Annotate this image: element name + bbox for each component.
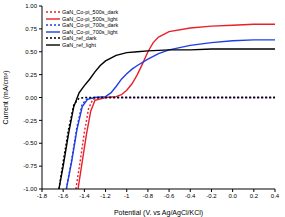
svg-text:0.00: 0.00 [25, 95, 37, 101]
svg-text:-0.75: -0.75 [23, 163, 37, 169]
svg-text:-1.4: -1.4 [79, 193, 90, 199]
svg-text:-0.25: -0.25 [23, 118, 37, 124]
svg-text:-1: -1 [124, 193, 130, 199]
svg-text:-1.8: -1.8 [37, 193, 48, 199]
html-text:GaN_Co-pi_500s_light: GaN_Co-pi_500s_light [62, 15, 118, 22]
html-text:GaN_ref_dark: GaN_ref_dark [62, 35, 97, 41]
svg-text:Potential (V. vs Ag/AgCl/KCl): Potential (V. vs Ag/AgCl/KCl) [114, 209, 203, 217]
svg-text:-1.00: -1.00 [23, 186, 37, 192]
svg-text:0.0: 0.0 [228, 193, 237, 199]
html-text:GaN_Co-pi_700s_light: GaN_Co-pi_700s_light [62, 28, 118, 35]
svg-text:0.4: 0.4 [271, 193, 277, 199]
svg-text:0.50: 0.50 [25, 49, 37, 55]
svg-text:Current (mA/cm²): Current (mA/cm²) [8, 70, 10, 124]
svg-text:-0.8: -0.8 [143, 193, 154, 199]
svg-text:0.2: 0.2 [250, 193, 259, 199]
html-text:GaN_ref_light: GaN_ref_light [62, 41, 96, 48]
html-text:GaN_Co-pi_700s_dark: GaN_Co-pi_700s_dark [62, 22, 119, 28]
svg-text:-0.6: -0.6 [164, 193, 175, 199]
svg-text:-0.2: -0.2 [206, 193, 217, 199]
svg-text:-0.4: -0.4 [185, 193, 196, 199]
svg-text:0.75: 0.75 [25, 26, 37, 32]
svg-text:-1.6: -1.6 [58, 193, 69, 199]
html-text:GaN_Co-pi_500s_dark: GaN_Co-pi_500s_dark [62, 9, 119, 15]
svg-text:1.00: 1.00 [25, 3, 37, 9]
svg-text:0.25: 0.25 [25, 72, 37, 78]
svg-text:-0.50: -0.50 [23, 140, 37, 146]
svg-text:-1.2: -1.2 [100, 193, 111, 199]
